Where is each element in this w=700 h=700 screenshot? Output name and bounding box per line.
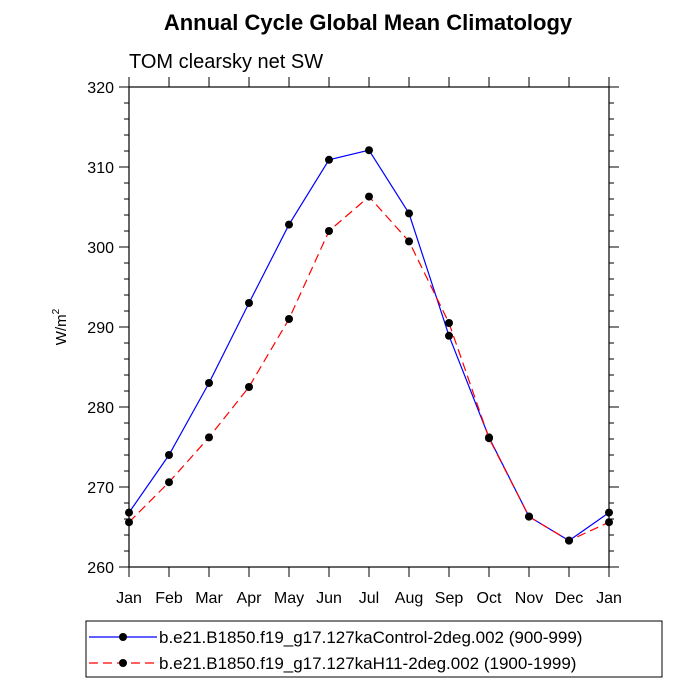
- y-tick-label: 270: [87, 480, 114, 497]
- series-1-point: [405, 209, 413, 218]
- series-1-point: [125, 508, 133, 517]
- y-axis: 260 270 280 290 300 310 320: [87, 80, 619, 577]
- series-2-point: [525, 512, 533, 521]
- series-1-point: [325, 155, 333, 164]
- series-line-1: [128, 149, 610, 542]
- x-tick-label: Jul: [359, 590, 379, 607]
- x-tick-label: Nov: [515, 590, 543, 607]
- series-2-point: [485, 434, 493, 443]
- series-2-point: [205, 433, 213, 442]
- y-tick-label: 320: [87, 80, 114, 97]
- series-1-point: [365, 146, 373, 155]
- legend: b.e21.B1850.f19_g17.127kaControl-2deg.00…: [89, 628, 582, 673]
- series-2-point: [445, 319, 453, 327]
- series-2-point: [325, 227, 333, 235]
- y-tick-label: 280: [87, 400, 114, 417]
- x-tick-label: Feb: [155, 590, 183, 607]
- series-2-point: [565, 536, 573, 545]
- x-tick-label: Jun: [316, 590, 342, 607]
- legend-label-2: b.e21.B1850.f19_g17.127kaH11-2deg.002 (1…: [159, 654, 576, 673]
- x-tick-label: Jan: [116, 590, 142, 607]
- y-tick-label: 310: [87, 160, 114, 177]
- x-axis: Jan Feb Mar Apr May Jun Jul Aug Sep Oct Nov Dec Jan: [116, 77, 622, 607]
- series-line-2: [128, 195, 610, 542]
- series-1-point: [165, 451, 173, 459]
- series-2-point: [605, 518, 613, 527]
- series-2-point: [405, 237, 413, 246]
- y-axis-label-units: W/m: [53, 314, 70, 345]
- x-tick-label: Jan: [596, 590, 622, 607]
- series-1-point: [445, 331, 453, 340]
- x-tick-label: Dec: [555, 590, 583, 607]
- y-axis-label: W/m2: [51, 308, 70, 345]
- legend-box: [85, 620, 663, 678]
- series-2-point: [365, 192, 373, 201]
- series-1-point: [605, 508, 613, 517]
- x-tick-label: Oct: [477, 590, 502, 607]
- legend-label-1: b.e21.B1850.f19_g17.127kaControl-2deg.00…: [159, 628, 582, 647]
- chart-subtitle: TOM clearsky net SW: [129, 51, 323, 73]
- chart-title: Annual Cycle Global Mean Climatology: [164, 10, 573, 35]
- series-1-point: [205, 379, 213, 387]
- y-tick-label: 260: [87, 560, 114, 577]
- series-2-point: [165, 478, 173, 487]
- series-1-point: [245, 299, 253, 307]
- y-tick-label: 290: [87, 320, 114, 337]
- x-tick-label: May: [274, 590, 304, 607]
- series-2-point: [125, 518, 133, 527]
- series-1-point: [285, 220, 293, 229]
- series-2-point: [285, 315, 293, 323]
- y-tick-label: 300: [87, 240, 114, 257]
- legend-marker-1: [119, 633, 127, 641]
- x-tick-label: Sep: [435, 590, 464, 607]
- series-layer: [125, 146, 613, 545]
- plot-frame: [128, 86, 610, 568]
- series-2-point: [245, 383, 253, 391]
- legend-marker-2: [119, 659, 127, 667]
- y-axis-label-superscript: 2: [51, 308, 62, 314]
- x-tick-label: Aug: [395, 590, 423, 607]
- x-tick-label: Mar: [195, 590, 223, 607]
- x-tick-label: Apr: [237, 590, 263, 607]
